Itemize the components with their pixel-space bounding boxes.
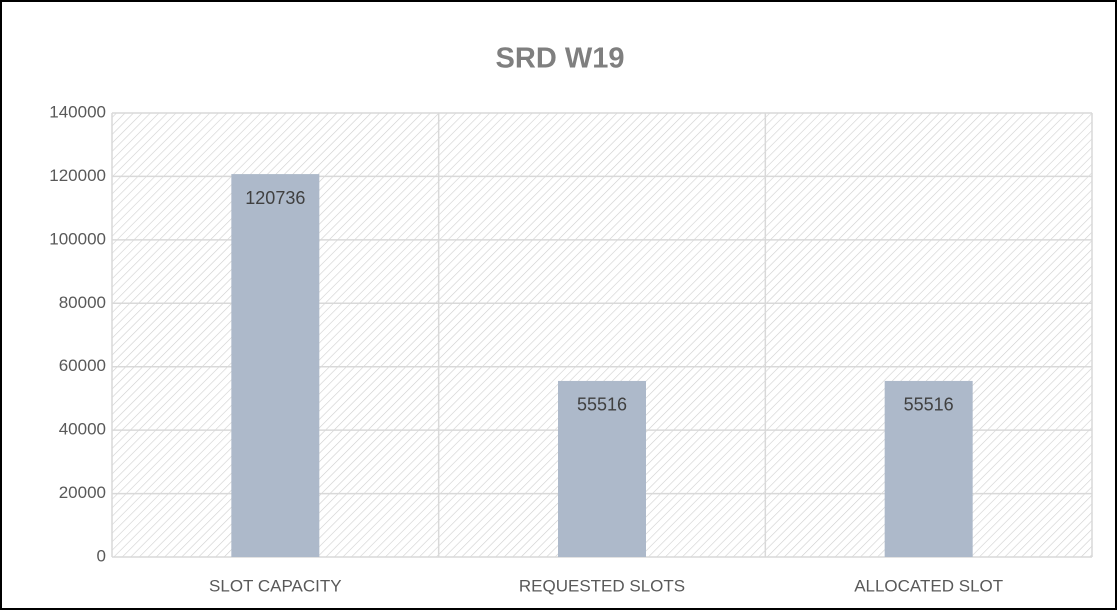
value-label: 120736	[245, 188, 305, 208]
y-tick-label: 60000	[59, 356, 106, 375]
y-tick-label: 80000	[59, 293, 106, 312]
y-tick-label: 20000	[59, 483, 106, 502]
y-tick-label: 100000	[49, 229, 106, 248]
y-tick-label: 0	[97, 546, 106, 565]
y-tick-label: 140000	[49, 102, 106, 121]
y-tick-label: 120000	[49, 166, 106, 185]
bar	[231, 174, 320, 557]
x-tick-label: ALLOCATED SLOT	[854, 576, 1003, 595]
value-label: 55516	[577, 395, 627, 415]
bar	[884, 380, 973, 557]
chart-title: SRD W19	[496, 43, 625, 75]
x-tick-label: REQUESTED SLOTS	[519, 576, 685, 595]
value-label: 55516	[904, 395, 954, 415]
y-tick-label: 40000	[59, 420, 106, 439]
x-tick-label: SLOT CAPACITY	[209, 576, 342, 595]
bar	[558, 380, 646, 557]
